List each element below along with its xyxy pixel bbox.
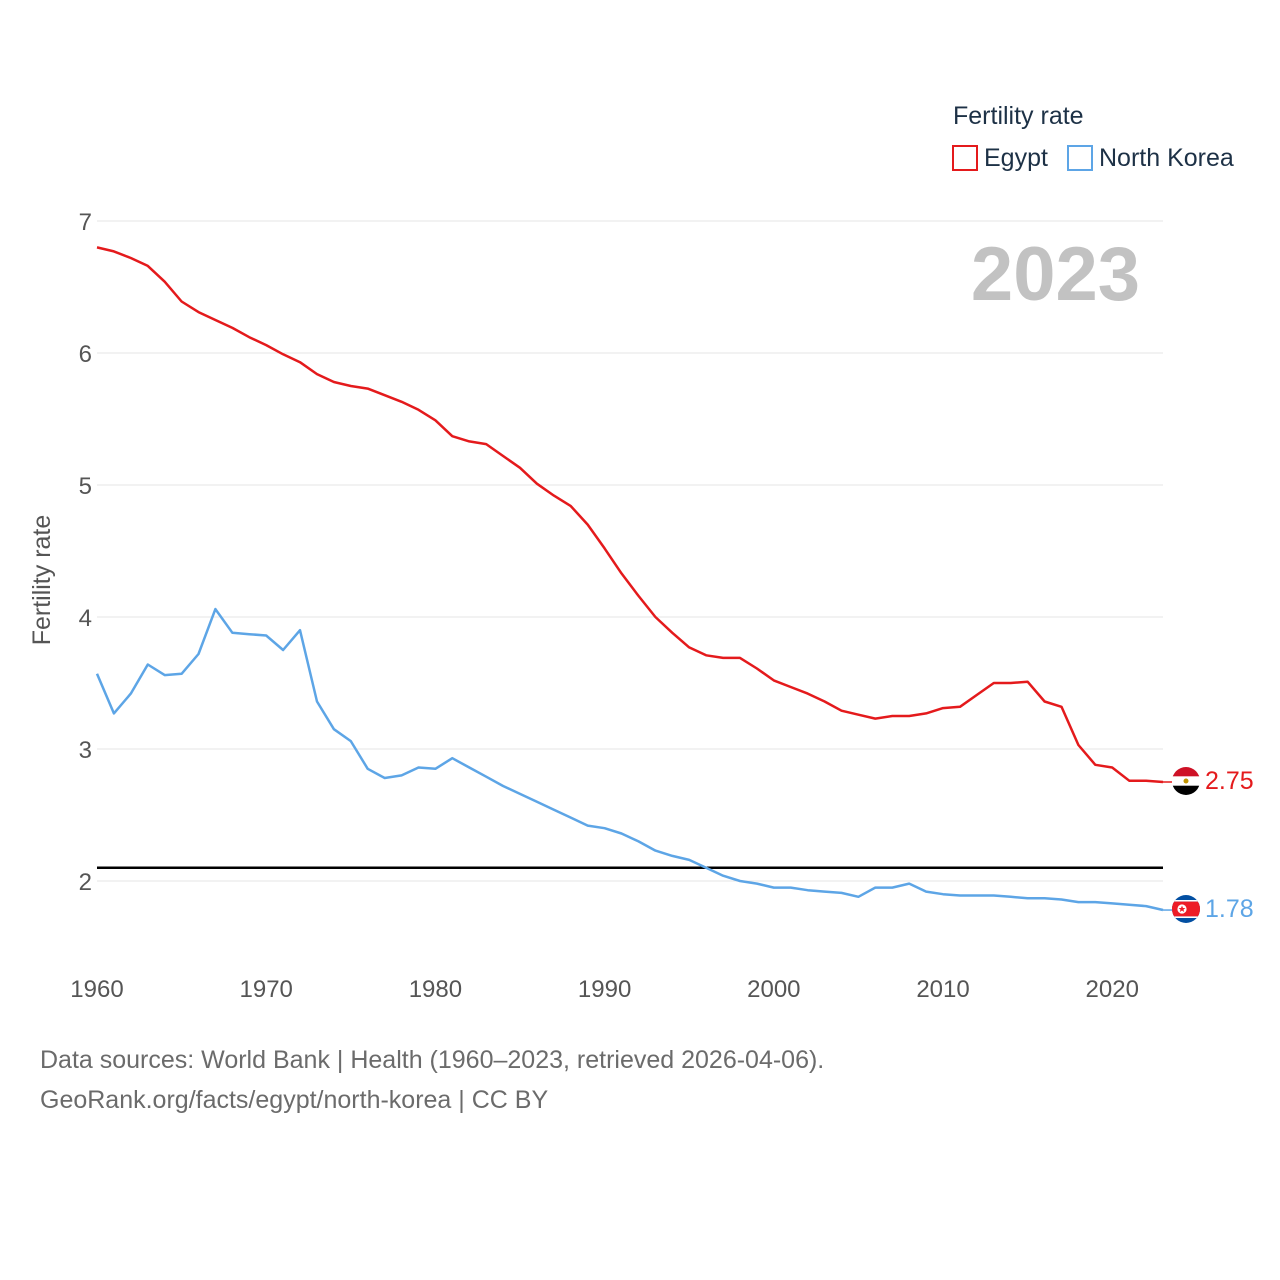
footer: Data sources: World Bank | Health (1960–… — [40, 1040, 824, 1120]
year-stamp: 2023 — [971, 232, 1140, 317]
data-sources-note: Data sources: World Bank | Health (1960–… — [40, 1046, 825, 1074]
y-axis-title: Fertility rate — [28, 515, 56, 646]
north-korea-end-value-label: 1.78 — [1205, 895, 1254, 923]
x-tick-label-2020: 2020 — [1086, 976, 1139, 1003]
series-layer — [95, 246, 1172, 912]
y-tick-label-3: 3 — [79, 737, 92, 764]
x-tick-label-1960: 1960 — [70, 976, 123, 1003]
legend-title: Fertility rate — [953, 102, 1084, 130]
north-korea-flag-icon — [1172, 895, 1200, 923]
legend-label-north-korea: North Korea — [1099, 144, 1234, 172]
egypt-flag-icon — [1172, 767, 1200, 795]
y-tick-label-6: 6 — [79, 341, 92, 368]
legend-swatch-egypt — [952, 145, 978, 171]
source-url-license: GeoRank.org/facts/egypt/north-korea | CC… — [40, 1086, 549, 1114]
x-tick-label-2010: 2010 — [916, 976, 969, 1003]
north-korea-series-line — [95, 607, 1164, 912]
legend: Fertility rate Egypt North Korea — [952, 102, 1234, 172]
legend-swatch-north-korea — [1067, 145, 1093, 171]
legend-label-egypt: Egypt — [984, 144, 1048, 172]
y-tick-label-4: 4 — [79, 605, 92, 632]
x-tick-label-2000: 2000 — [747, 976, 800, 1003]
y-tick-label-5: 5 — [79, 473, 92, 500]
legend-item-north-korea[interactable]: North Korea — [1067, 144, 1234, 172]
legend-item-egypt[interactable]: Egypt — [952, 144, 1048, 172]
grid-lines — [97, 220, 1163, 882]
x-axis: 1960 1970 1980 1990 2000 2010 2020 — [70, 976, 1139, 1003]
y-tick-label-7: 7 — [79, 209, 92, 236]
egypt-series-line — [96, 246, 1164, 784]
fertility-rate-chart: 1960 1970 1980 1990 2000 2010 2020 2 3 4 5 6 7 Fert… — [28, 102, 1254, 1003]
y-axis: 2 3 4 5 6 7 — [79, 209, 92, 896]
x-tick-label-1980: 1980 — [409, 976, 462, 1003]
x-tick-label-1990: 1990 — [578, 976, 631, 1003]
x-tick-label-1970: 1970 — [240, 976, 293, 1003]
y-tick-label-2: 2 — [79, 869, 92, 896]
egypt-end-value-label: 2.75 — [1205, 767, 1254, 795]
